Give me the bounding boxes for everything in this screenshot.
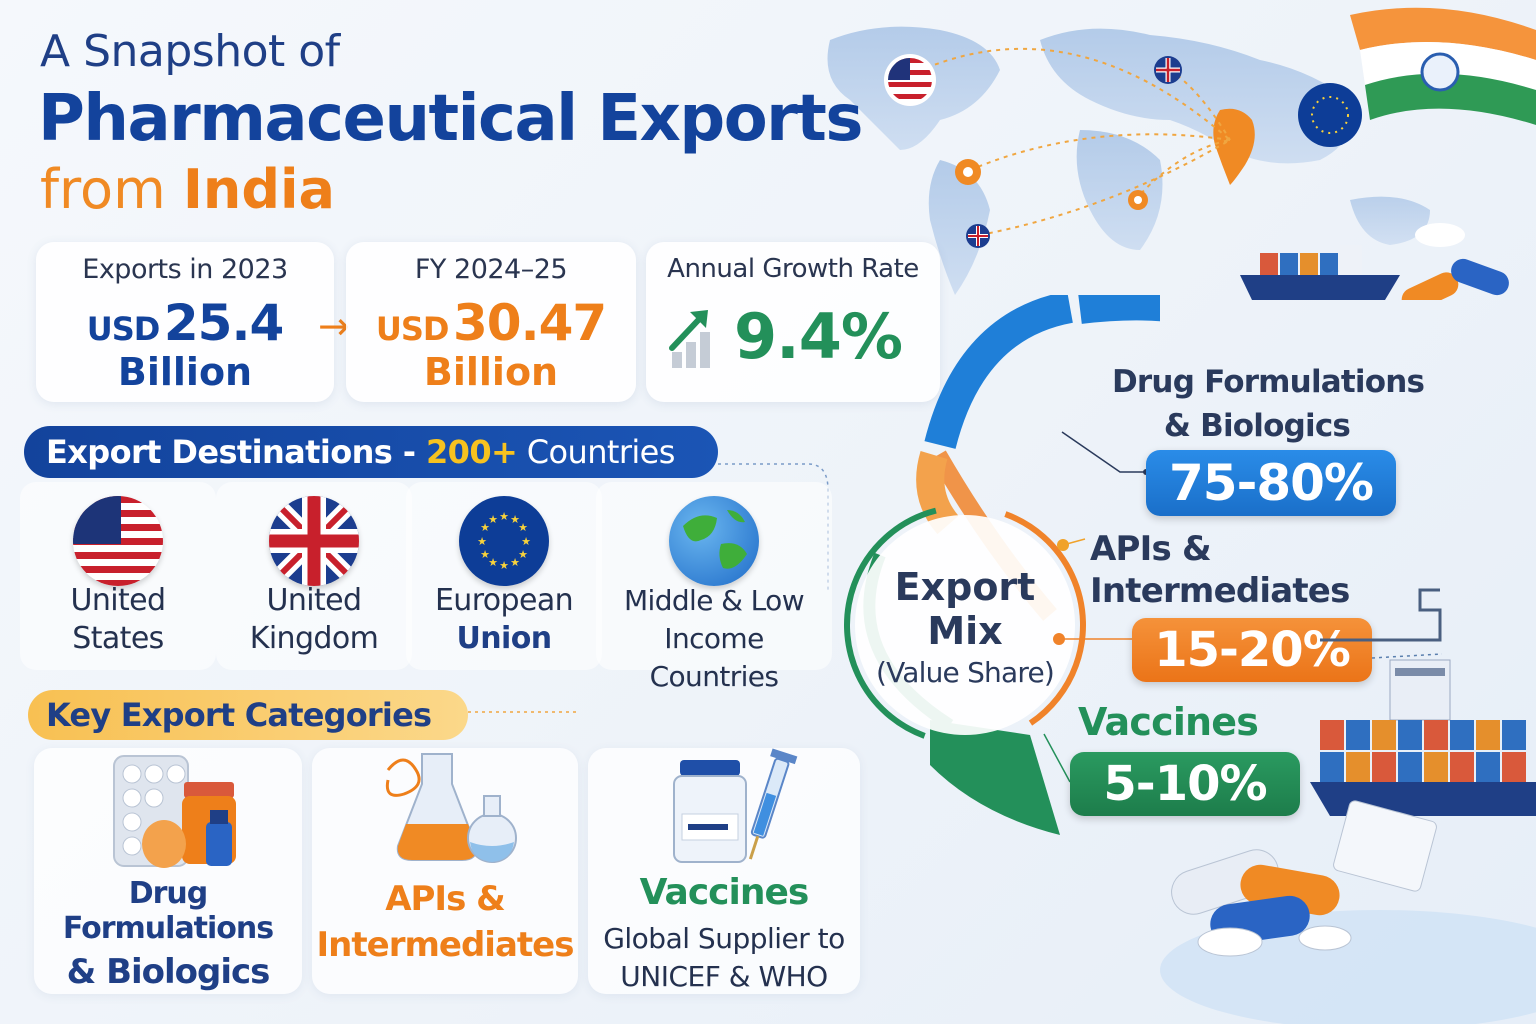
uk-pin-icon	[1154, 56, 1182, 84]
svg-text:★: ★	[480, 548, 490, 561]
categories-heading: Key Export Categories	[28, 690, 468, 740]
growth-value: 9.4%	[734, 300, 903, 373]
location-pin-icon	[955, 159, 981, 185]
leader-line	[1053, 538, 1133, 645]
globe-icon	[669, 496, 759, 586]
world-map-illustration	[827, 7, 1536, 300]
title-line-1: A Snapshot of	[40, 26, 340, 77]
svg-text:★: ★	[477, 535, 487, 548]
stat-value: USD 30.47	[375, 294, 607, 352]
stat-label: Exports in 2023	[82, 254, 288, 285]
leader-line	[1061, 431, 1149, 475]
stat-label: FY 2024–25	[414, 254, 568, 285]
stat-unit: Billion	[117, 350, 253, 394]
container-ship-icon	[1310, 588, 1536, 816]
uk-flag-icon	[269, 496, 359, 586]
destination-name: United States	[70, 583, 167, 656]
mix-share-vaccines: 5-10%	[1070, 752, 1300, 816]
svg-text:★: ★	[518, 521, 528, 534]
growth-chart-icon	[669, 310, 710, 368]
stat-label: Annual Growth Rate	[667, 254, 919, 284]
arrow-right-icon: →	[318, 304, 350, 348]
cargo-ship-pills-illustration	[1160, 588, 1536, 1024]
pills-pile-icon	[1171, 800, 1437, 957]
connector-line	[468, 711, 578, 713]
us-flag-icon	[73, 496, 163, 586]
cargo-ship-icon	[1240, 245, 1400, 300]
svg-text:★: ★	[518, 548, 528, 561]
page-title: Pharmaceutical Exports	[38, 82, 863, 156]
export-mix-center: Export Mix (Value Share)	[875, 565, 1055, 689]
svg-text:★: ★	[510, 556, 520, 569]
category-description: Global Supplier to UNICEF & WHO	[603, 922, 845, 993]
leader-line	[1043, 733, 1071, 783]
mix-share-drug-formulations: 75-80%	[1146, 450, 1396, 516]
destination-middle-low-income: Middle & Low Income Countries	[596, 482, 832, 693]
eu-flag-icon: ★ ★ ★ ★ ★ ★ ★ ★ ★ ★ ★ ★	[459, 496, 549, 586]
destination-us: United States	[20, 482, 216, 670]
title-line-3: from India	[40, 158, 335, 221]
svg-text:★: ★	[488, 513, 498, 526]
stat-card-fy-2024-25: FY 2024–25 USD 30.47 Billion	[346, 242, 636, 402]
title-highlight: India	[182, 158, 335, 221]
destination-name: United Kingdom	[249, 583, 379, 656]
category-name: Drug Formulations & Biologics	[62, 876, 274, 992]
stat-card-exports-2023: Exports in 2023 USD 25.4 Billion	[36, 242, 334, 402]
category-name: Vaccines	[639, 872, 810, 913]
svg-text:★: ★	[521, 535, 531, 548]
us-pin-icon	[884, 54, 936, 106]
flask-icon	[385, 753, 517, 863]
destinations-heading: Export Destinations - 200+ Countries	[24, 426, 718, 478]
mix-share-apis: 15-20%	[1132, 618, 1372, 682]
export-mix-ring	[844, 295, 1160, 835]
location-pin-africa-icon	[1128, 190, 1148, 210]
category-name: APIs & Intermediates	[316, 879, 575, 965]
destination-eu: ★ ★ ★ ★ ★ ★ ★ ★ ★ ★ ★ ★ European Union	[406, 482, 602, 670]
destination-name: European Union	[434, 583, 574, 656]
destination-name: Middle & Low Income Countries	[623, 584, 805, 693]
svg-text:★: ★	[510, 513, 520, 526]
stat-unit: Billion	[423, 350, 559, 394]
mix-label-apis: APIs & Intermediates	[1090, 529, 1350, 611]
category-apis: APIs & Intermediates	[312, 748, 578, 994]
stat-card-growth: Annual Growth Rate 9.4%	[646, 242, 940, 402]
stat-value: USD 25.4	[86, 294, 285, 352]
svg-text:★: ★	[488, 556, 498, 569]
connector-line	[1372, 653, 1443, 659]
svg-text:★: ★	[499, 510, 509, 523]
pills-icon	[1401, 223, 1509, 300]
pill-blister-icon	[113, 755, 236, 868]
svg-text:★: ★	[499, 559, 509, 572]
eu-pin-icon	[1298, 83, 1362, 147]
vaccine-vial-icon	[673, 748, 798, 863]
category-drug-formulations: Drug Formulations & Biologics	[34, 748, 302, 994]
mix-label-vaccines: Vaccines	[1078, 700, 1259, 744]
mix-label-drug-formulations: Drug Formulations & Biologics	[1112, 364, 1425, 444]
category-vaccines: Vaccines Global Supplier to UNICEF & WHO	[588, 748, 860, 994]
svg-text:★: ★	[480, 521, 490, 534]
india-flag-icon	[1350, 7, 1536, 125]
destination-uk: United Kingdom	[216, 482, 412, 670]
uk-pin-small-icon	[966, 224, 990, 248]
